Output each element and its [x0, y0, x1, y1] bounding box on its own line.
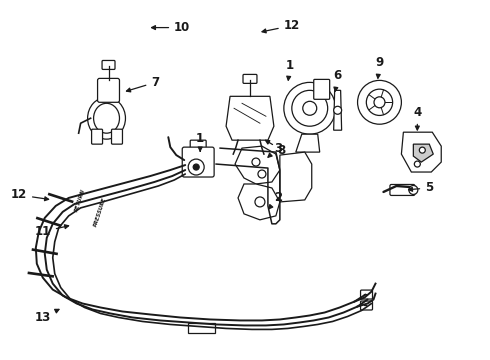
Polygon shape	[296, 134, 319, 152]
Polygon shape	[235, 146, 280, 184]
Circle shape	[415, 161, 420, 167]
Polygon shape	[226, 96, 274, 140]
FancyBboxPatch shape	[314, 80, 330, 99]
Circle shape	[358, 80, 401, 124]
Text: 10: 10	[151, 21, 191, 34]
FancyBboxPatch shape	[92, 129, 102, 144]
Circle shape	[284, 82, 336, 134]
Text: PRESSURE: PRESSURE	[94, 197, 108, 227]
Circle shape	[252, 158, 260, 166]
FancyBboxPatch shape	[98, 78, 120, 102]
Text: 9: 9	[375, 56, 384, 78]
Polygon shape	[414, 144, 433, 162]
FancyBboxPatch shape	[188, 323, 215, 333]
Circle shape	[419, 147, 425, 153]
FancyBboxPatch shape	[390, 184, 415, 195]
Text: 4: 4	[413, 106, 421, 130]
Text: 13: 13	[35, 309, 59, 324]
Text: RETURN: RETURN	[74, 188, 87, 212]
Circle shape	[292, 90, 328, 126]
Text: 11: 11	[35, 225, 69, 238]
Circle shape	[193, 164, 199, 170]
Text: 6: 6	[334, 69, 342, 91]
Ellipse shape	[94, 103, 120, 133]
FancyBboxPatch shape	[182, 147, 214, 177]
FancyBboxPatch shape	[190, 140, 206, 152]
FancyBboxPatch shape	[361, 301, 372, 310]
Text: 1: 1	[196, 132, 204, 151]
Text: 7: 7	[126, 76, 159, 92]
FancyBboxPatch shape	[361, 290, 372, 299]
Text: 5: 5	[409, 181, 434, 194]
Circle shape	[334, 106, 342, 114]
Circle shape	[258, 170, 266, 178]
Circle shape	[367, 89, 392, 116]
Ellipse shape	[88, 97, 125, 139]
FancyBboxPatch shape	[102, 60, 115, 69]
Circle shape	[374, 97, 385, 108]
Text: 3: 3	[268, 141, 282, 157]
Polygon shape	[334, 90, 342, 130]
Text: 1: 1	[286, 59, 294, 80]
Circle shape	[255, 197, 265, 207]
Polygon shape	[280, 152, 312, 202]
FancyBboxPatch shape	[112, 129, 122, 144]
Text: 8: 8	[266, 140, 286, 157]
Circle shape	[409, 185, 418, 194]
Text: 2: 2	[269, 192, 282, 209]
Polygon shape	[238, 184, 280, 220]
FancyBboxPatch shape	[243, 75, 257, 84]
Text: 12: 12	[11, 188, 49, 202]
Circle shape	[303, 101, 317, 115]
Polygon shape	[401, 132, 441, 172]
Circle shape	[188, 159, 204, 175]
Text: 12: 12	[262, 19, 300, 33]
